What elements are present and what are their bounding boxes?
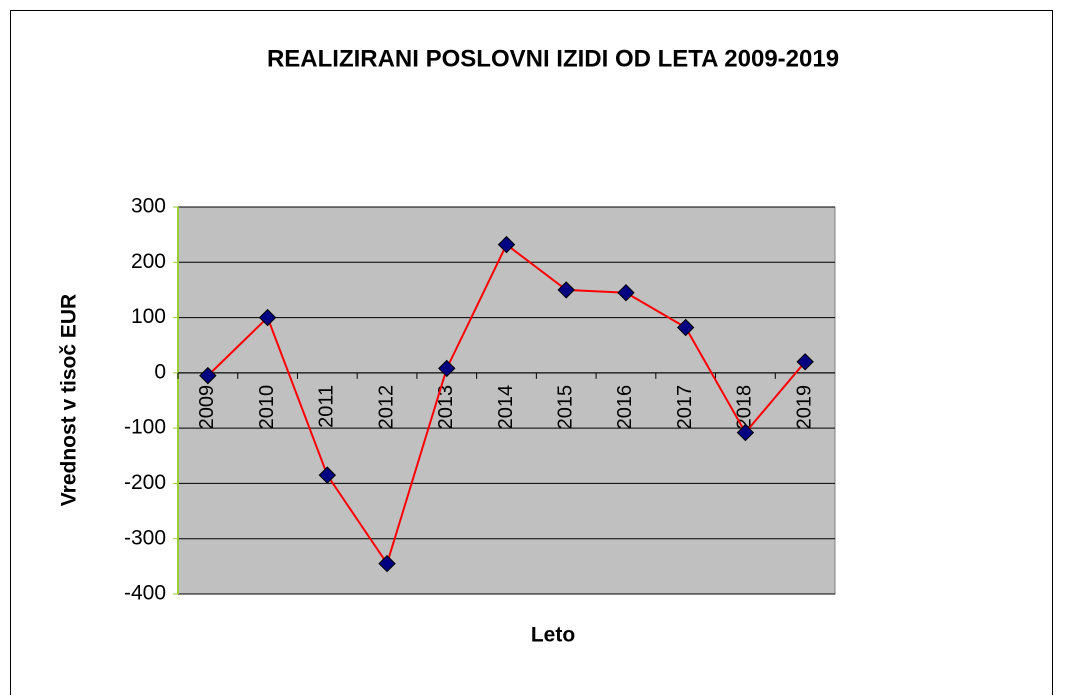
- marker: [676, 318, 695, 337]
- y-tick-label: 0: [154, 360, 166, 383]
- y-tick-label: -400: [124, 582, 166, 605]
- chart-title: REALIZIRANI POSLOVNI IZIDI OD LETA 2009-…: [267, 45, 839, 72]
- x-tick-label: 2018: [734, 385, 756, 430]
- x-tick-label: 2011: [316, 385, 338, 428]
- y-tick-label: 200: [131, 250, 166, 273]
- plot-area: [177, 206, 836, 595]
- x-tick-label: 2015: [555, 385, 577, 430]
- y-tick-label: -100: [124, 416, 166, 439]
- x-tick-label: 2012: [375, 385, 397, 430]
- grid: -400 -300 -200 -100 0 100 200 300 2009 2010 2011 20…: [124, 195, 835, 605]
- x-tick-label: 2019: [793, 385, 815, 430]
- marker: [438, 359, 456, 378]
- y-tick-label: 300: [131, 195, 166, 218]
- marker: [796, 353, 814, 371]
- marker: [497, 235, 516, 254]
- x-tick-label: 2009: [196, 385, 218, 430]
- x-tick-label: 2010: [256, 385, 278, 430]
- y-axis-label: Vrednost v tisoč EUR: [58, 294, 81, 506]
- marker: [617, 283, 635, 302]
- x-axis-label: Leto: [531, 624, 575, 647]
- x-tick-label: 2017: [674, 385, 696, 430]
- marks: [199, 235, 814, 573]
- marker: [557, 281, 575, 299]
- y-tick-label: 100: [131, 305, 166, 328]
- x-tick-label: 2016: [614, 385, 636, 430]
- marker: [736, 423, 755, 442]
- marker: [258, 308, 277, 327]
- x-tick-label: 2013: [435, 385, 457, 430]
- y-tick-label: -300: [124, 526, 166, 549]
- marker: [378, 554, 396, 573]
- x-tick-label: 2014: [495, 385, 517, 430]
- y-tick-label: -200: [124, 471, 166, 494]
- marker: [318, 466, 337, 484]
- marker: [199, 366, 217, 385]
